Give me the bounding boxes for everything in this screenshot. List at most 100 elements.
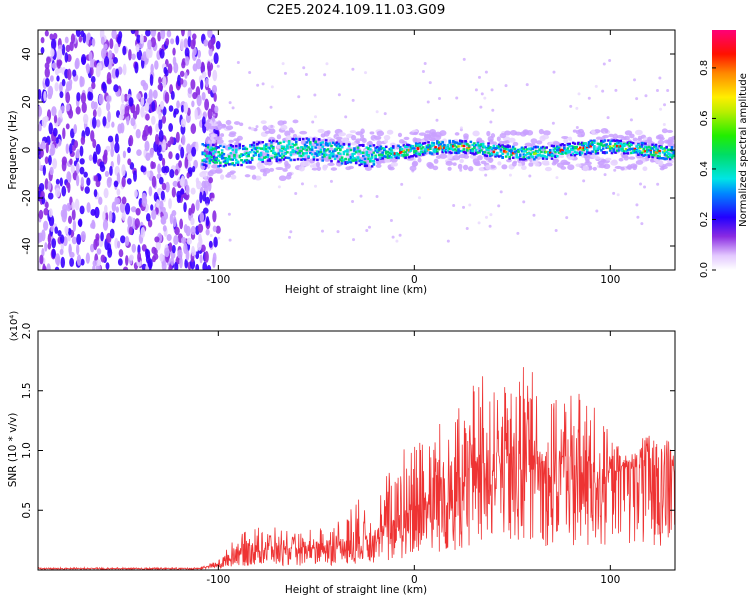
heatmap-cell (436, 150, 439, 154)
heatmap-cell (647, 145, 651, 149)
heatmap-cell (541, 154, 545, 157)
heatmap-cell (190, 187, 196, 195)
heatmap-cell (52, 127, 58, 137)
heatmap-cell (656, 154, 660, 158)
heatmap-cell (102, 83, 107, 94)
heatmap-cell (621, 146, 624, 149)
heatmap-cell (504, 147, 508, 151)
heatmap-cell (436, 142, 439, 145)
heatmap-cell (197, 241, 202, 251)
heatmap-cell (527, 152, 531, 155)
heatmap-cell (113, 43, 119, 54)
heatmap-cell (511, 147, 515, 150)
heatmap-cell (103, 43, 108, 50)
heatmap-cell (57, 230, 62, 237)
heatmap-cell (566, 147, 570, 150)
heatmap-cell (605, 151, 608, 154)
heatmap-cell (172, 216, 177, 228)
heatmap-cell (651, 155, 654, 159)
heatmap-cell (40, 46, 45, 54)
heatmap-cell (125, 255, 129, 266)
heatmap-cell (365, 152, 369, 155)
heatmap-cell (504, 84, 508, 88)
heatmap-cell (649, 146, 653, 149)
heatmap-cell (201, 170, 208, 174)
heatmap-cell (487, 142, 490, 145)
heatmap-cell (632, 137, 638, 142)
heatmap-cell (452, 203, 456, 207)
heatmap-cell (202, 261, 208, 270)
heatmap-cell (151, 101, 156, 113)
heatmap-cell (107, 243, 112, 254)
heatmap-cell (593, 146, 596, 150)
heatmap-cell (621, 143, 624, 146)
heatmap-cell (516, 231, 520, 235)
heatmap-cell (261, 160, 265, 163)
heatmap-cell (553, 158, 560, 163)
heatmap-cell (389, 219, 393, 223)
heatmap-cell (61, 156, 68, 166)
heatmap-cell (501, 164, 508, 170)
heatmap-cell (421, 153, 425, 156)
heatmap-cell (633, 149, 637, 153)
heatmap-cell (321, 141, 324, 144)
heatmap-cell (577, 147, 580, 151)
heatmap-cell (388, 155, 392, 158)
heatmap-cell (243, 159, 247, 163)
heatmap-cell (457, 142, 460, 145)
heatmap-cell (57, 117, 62, 126)
heatmap-cell (301, 157, 305, 161)
heatmap-cell (367, 140, 373, 146)
heatmap-cell (561, 152, 564, 155)
heatmap-cell (497, 204, 501, 208)
heatmap-cell (376, 158, 379, 161)
heatmap-cell (293, 138, 296, 141)
heatmap-cell (181, 60, 186, 69)
heatmap-cell (631, 151, 635, 154)
heatmap-cell (612, 133, 619, 140)
heatmap-cell (250, 143, 254, 147)
heatmap-cell (38, 105, 43, 117)
heatmap-cell (360, 143, 363, 147)
colorbar-ticks: 0.00.20.40.60.8 (699, 60, 716, 278)
heatmap-cell (211, 123, 218, 127)
heatmap-cell (360, 160, 363, 164)
heatmap-cell (317, 138, 321, 141)
heatmap-cell (337, 142, 340, 146)
heatmap-cell (589, 145, 593, 148)
heatmap-cell (95, 179, 101, 188)
heatmap-cell (94, 206, 100, 219)
heatmap-cell (210, 158, 213, 162)
heatmap-cell (467, 144, 471, 147)
heatmap-cell (545, 156, 549, 159)
heatmap-cell (201, 159, 205, 162)
heatmap-cell (476, 151, 480, 154)
heatmap-cell (76, 148, 80, 159)
heatmap-cell (161, 157, 166, 167)
heatmap-cell (642, 154, 646, 157)
heatmap-cell (129, 162, 135, 170)
heatmap-cell (504, 155, 508, 158)
heatmap-cell (114, 133, 119, 144)
heatmap-cell (624, 151, 628, 154)
heatmap-cell (561, 135, 569, 139)
heatmap-cell (280, 145, 284, 148)
heatmap-cell (307, 155, 310, 158)
heatmap-cell (591, 130, 596, 135)
heatmap-cell (399, 145, 402, 149)
heatmap-cell (665, 150, 668, 154)
heatmap-cell (376, 150, 379, 154)
heatmap-cell (333, 157, 337, 161)
heatmap-cell (577, 92, 581, 96)
heatmap-cell (598, 142, 601, 146)
heatmap-cell (457, 150, 460, 153)
heatmap-cell (352, 238, 356, 242)
heatmap-cell (437, 141, 441, 144)
heatmap-cell (573, 147, 577, 150)
heatmap-cell (192, 165, 196, 173)
heatmap-cell (369, 144, 372, 148)
heatmap-cell (201, 163, 205, 166)
heatmap-cell (161, 182, 167, 191)
heatmap-cell (270, 146, 273, 149)
heatmap-cell (587, 145, 591, 149)
